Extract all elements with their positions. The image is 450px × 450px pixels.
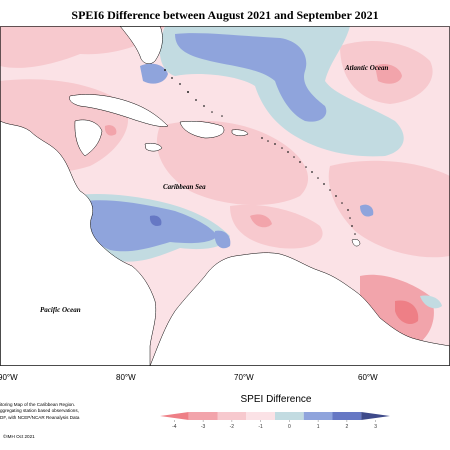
- legend-swatch: [361, 412, 390, 420]
- positive-anomaly-patches: [67, 26, 442, 309]
- legend-swatch: [275, 412, 304, 420]
- island-chain: [164, 69, 356, 235]
- puerto-rico-land: [231, 129, 249, 137]
- hispaniola-land: [179, 120, 225, 139]
- yucatan-land: [74, 119, 103, 157]
- lon-label-60w: 60°W: [358, 373, 378, 382]
- lon-label-90w: 90°W: [0, 373, 18, 382]
- legend-swatch: [188, 412, 218, 420]
- trinidad-land: [351, 238, 361, 247]
- spei-map: Atlantic Ocean Caribbean Sea Pacific Oce…: [0, 26, 450, 366]
- lon-label-70w: 70°W: [234, 373, 254, 382]
- legend-tick-label: -2: [230, 424, 235, 430]
- lon-label-80w: 80°W: [116, 373, 136, 382]
- legend-tick-label: -1: [258, 424, 263, 430]
- legend-swatch: [160, 412, 189, 420]
- credits-line: itoring Map of the Caribbean Region.: [0, 402, 76, 407]
- map-title: SPEI6 Difference between August 2021 and…: [71, 8, 379, 22]
- caribbean-sea-label: Caribbean Sea: [163, 183, 206, 191]
- legend-title: SPEI Difference: [240, 394, 312, 405]
- cuba-land: [69, 94, 169, 127]
- legend-colorbar: -4-3-2-101234: [160, 412, 390, 430]
- jamaica-land: [144, 142, 163, 152]
- legend-swatch: [332, 412, 362, 420]
- south-america-land: [149, 252, 450, 366]
- florida-land: [119, 26, 163, 64]
- legend-swatch: [217, 412, 247, 420]
- pacific-ocean-label: Pacific Ocean: [40, 306, 81, 314]
- legend-tick-label: 1: [317, 424, 320, 430]
- credits-line: ggregating station based observations,: [0, 408, 79, 414]
- legend-tick-label: 2: [345, 424, 348, 430]
- credits-line: DF, with NCEP/NCAR Reanalysis Data: [0, 414, 80, 420]
- footer-text: ©IMH Oct 2021: [3, 434, 35, 439]
- land-masses: [0, 26, 450, 366]
- legend-swatch: [303, 412, 333, 420]
- central-america-land: [0, 120, 157, 366]
- legend-tick-label: 3: [374, 424, 377, 430]
- legend-tick-label: -3: [201, 424, 206, 430]
- legend-tick-label: 0: [288, 424, 291, 430]
- legend-tick-label: -4: [172, 424, 177, 430]
- credits-text: itoring Map of the Caribbean Region. ggr…: [0, 402, 120, 421]
- atlantic-ocean-label: Atlantic Ocean: [344, 64, 388, 72]
- legend-swatch: [246, 412, 275, 420]
